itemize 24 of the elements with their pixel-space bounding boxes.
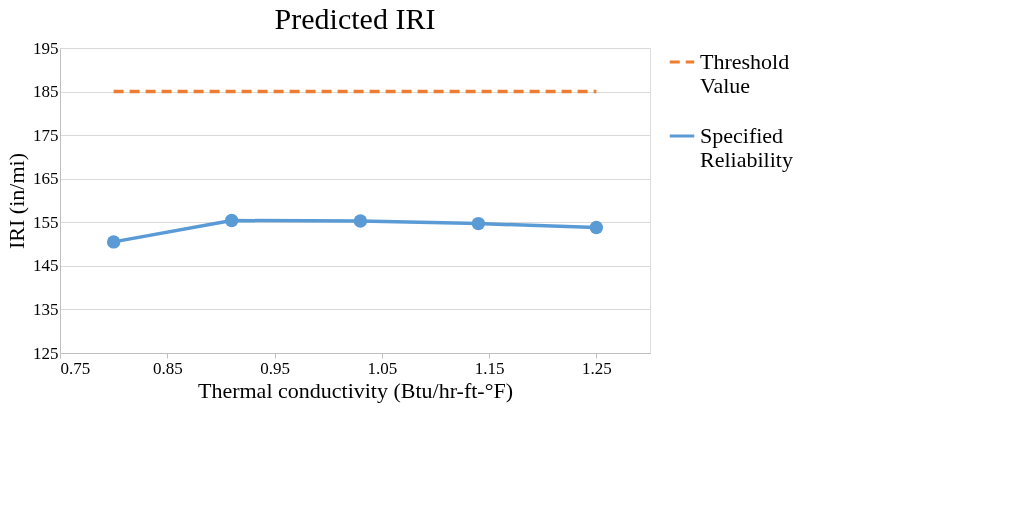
legend-label: Specified Reliability bbox=[700, 123, 793, 172]
y-tick-label: 165 bbox=[33, 169, 59, 189]
x-tick-label: 1.25 bbox=[581, 358, 612, 378]
legend-label: Threshold Value bbox=[700, 49, 790, 98]
y-axis-title: IRI (in/mi) bbox=[4, 153, 29, 249]
x-axis-title: Thermal conductivity (Btu/hr-ft-°F) bbox=[197, 377, 514, 403]
x-tick-label: 1.05 bbox=[367, 358, 398, 378]
x-tick-label: 0.75 bbox=[60, 358, 91, 378]
point bbox=[589, 220, 604, 235]
y-tick-label: 145 bbox=[33, 256, 59, 276]
chart-title: Predicted IRI bbox=[274, 2, 436, 35]
y-tick-label: 125 bbox=[33, 343, 59, 363]
point bbox=[353, 214, 368, 228]
point bbox=[224, 213, 239, 228]
y-tick-label: 185 bbox=[33, 82, 59, 102]
point bbox=[471, 216, 486, 231]
x-tick-label: 0.85 bbox=[152, 358, 183, 378]
point bbox=[106, 235, 121, 249]
y-tick-label: 175 bbox=[33, 125, 59, 145]
y-tick-label: 135 bbox=[33, 299, 59, 319]
x-tick-label: 0.95 bbox=[260, 358, 290, 378]
y-tick-label: 195 bbox=[33, 38, 59, 58]
y-tick-label: 155 bbox=[33, 212, 59, 232]
x-tick-label: 1.15 bbox=[474, 358, 505, 378]
